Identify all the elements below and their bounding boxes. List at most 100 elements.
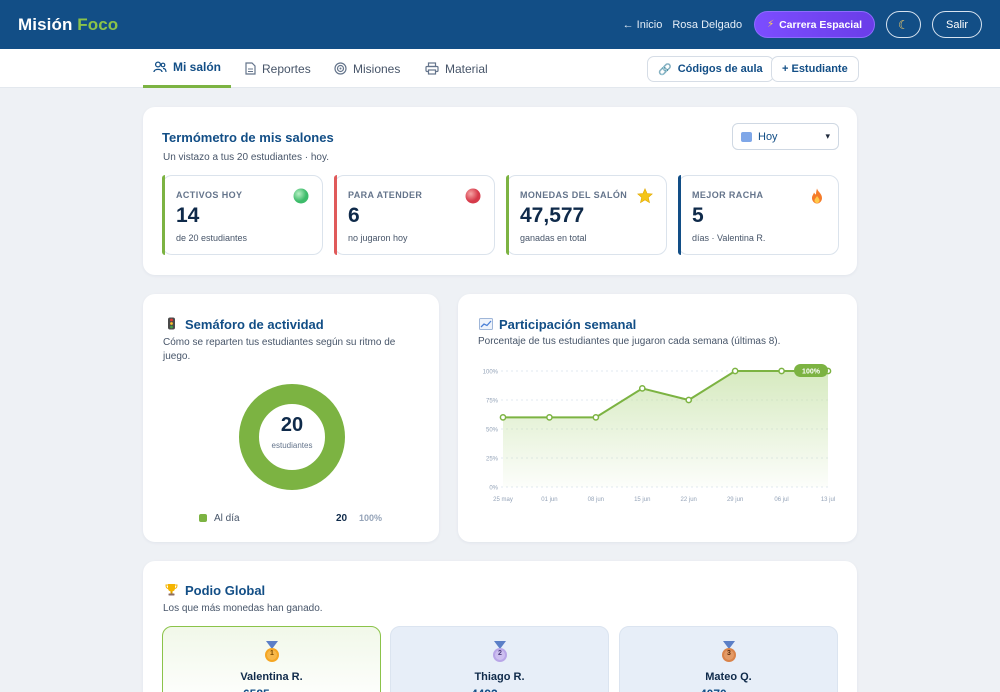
traffic-light-icon: [168, 317, 175, 330]
semaphore-title: Semáforo de actividad: [185, 317, 324, 332]
donut-total: 20: [280, 414, 304, 436]
stat-value: 14: [176, 204, 200, 227]
stat-note: no jugaron hoy: [348, 233, 408, 243]
tab-label: Material: [445, 61, 488, 76]
chart-increasing-icon: [479, 318, 493, 330]
data-point[interactable]: [731, 367, 739, 375]
y-tick-label: 100%: [483, 370, 499, 376]
y-tick-label: 0%: [489, 486, 498, 492]
x-tick-label: 13 jul: [821, 497, 835, 503]
period-select[interactable]: Hoy ▾: [732, 123, 839, 150]
data-point[interactable]: [778, 367, 785, 375]
y-tick-label: 50%: [486, 428, 499, 434]
brand-accent: Foco: [77, 14, 119, 34]
podium-title: Podio Global: [185, 583, 266, 598]
data-point[interactable]: [638, 385, 646, 392]
podium-third-place[interactable]: 3 Mateo Q. 4070: [619, 626, 838, 692]
x-tick-label: 25 may: [493, 497, 513, 503]
star-icon: [637, 188, 653, 204]
podium-card: Podio Global Los que más monedas han gan…: [143, 561, 857, 692]
tab-label: Reportes: [262, 61, 311, 76]
legend-swatch: [199, 514, 207, 522]
stat-accent-bar: [162, 175, 165, 255]
fire-icon: [812, 188, 822, 204]
target-icon: [334, 62, 347, 75]
podium-name: Valentina R.: [240, 671, 303, 683]
home-link[interactable]: ← Inicio: [622, 18, 663, 31]
medal-rank: 3: [727, 650, 731, 657]
donut-segment-al-dia[interactable]: [239, 384, 345, 490]
y-tick-label: 75%: [486, 399, 499, 405]
document-icon: [245, 62, 256, 75]
space-race-button[interactable]: ⚡ Carrera Espacial: [754, 11, 875, 38]
stat-label: MEJOR RACHA: [692, 190, 764, 200]
participation-subtitle: Porcentaje de tus estudiantes que jugaro…: [478, 336, 781, 347]
stat-to-attend: PARA ATENDER 6 no jugaron hoy: [334, 175, 495, 255]
tab-mi-salon[interactable]: Mi salón: [143, 49, 231, 88]
tab-material[interactable]: Material: [425, 49, 488, 88]
printer-icon: [425, 62, 439, 75]
class-codes-button[interactable]: 🔗 Códigos de aula: [647, 56, 774, 82]
data-point[interactable]: [685, 396, 693, 404]
medal-icon: [265, 641, 279, 662]
thermometer-subtitle: Un vistazo a tus 20 estudiantes · hoy.: [163, 152, 330, 163]
data-point[interactable]: [592, 414, 600, 421]
stat-note: ganadas en total: [520, 233, 587, 243]
podium-coins: 4492: [471, 687, 498, 692]
x-tick-label: 22 jun: [681, 497, 697, 503]
stat-accent-bar: [678, 175, 681, 255]
stat-best-streak: MEJOR RACHA 5 días · Valentina R.: [678, 175, 839, 255]
dark-mode-toggle[interactable]: ☾: [885, 11, 921, 38]
activity-donut: [239, 384, 345, 490]
x-tick-label: 15 jun: [634, 497, 650, 503]
medal-icon: [722, 641, 736, 662]
red-circle-icon: [465, 188, 481, 204]
moon-icon: ☾: [898, 17, 909, 32]
add-student-button[interactable]: + Estudiante: [771, 56, 859, 82]
stat-label: PARA ATENDER: [348, 190, 423, 200]
podium-coins: 4070: [700, 687, 727, 692]
tab-misiones[interactable]: Misiones: [334, 49, 400, 88]
donut-total-label: estudiantes: [271, 441, 313, 450]
podium-name: Thiago R.: [474, 671, 525, 683]
medal-rank: 1: [270, 650, 274, 657]
class-codes-label: Códigos de aula: [677, 63, 763, 75]
top-bar: Misión Foco ← Inicio Rosa Delgado ⚡ Carr…: [0, 0, 1000, 49]
legend-count: 20: [336, 513, 348, 524]
space-race-label: Carrera Espacial: [779, 18, 862, 31]
stat-note: de 20 estudiantes: [176, 233, 248, 243]
podium-second-place[interactable]: 2 Thiago R. 4492: [390, 626, 609, 692]
stat-label: MONEDAS DEL SALÓN: [520, 190, 628, 200]
stat-label: ACTIVOS HOY: [176, 190, 243, 200]
stat-class-coins: MONEDAS DEL SALÓN 47,577 ganadas en tota…: [506, 175, 667, 255]
podium-first-place[interactable]: 1 Valentina R. 6585: [162, 626, 381, 692]
participation-chart: 0% 25% 50% 75% 100% 25 may 01 jun 08 jun 15 jun 2…: [483, 364, 835, 503]
period-select-value: Hoy: [758, 130, 778, 143]
participation-card: Participación semanal Porcentaje de tus …: [458, 294, 857, 542]
data-point[interactable]: [546, 414, 553, 421]
green-circle-icon: [293, 188, 309, 204]
semaphore-subtitle: Cómo se reparten tus estudiantes según s…: [163, 337, 396, 362]
tabs-bar: Mi salón Reportes Misiones Material 🔗 Có…: [0, 49, 1000, 88]
podium-name: Mateo Q.: [705, 671, 752, 683]
series-line: [503, 370, 828, 419]
stat-value: 6: [348, 204, 360, 227]
semaphore-card: Semáforo de actividad Cómo se reparten t…: [143, 294, 439, 542]
area-fill: [503, 371, 828, 487]
thermometer-card: Termómetro de mis salones Un vistazo a t…: [143, 107, 857, 275]
x-tick-label: 08 jun: [588, 497, 604, 503]
tab-reportes[interactable]: Reportes: [245, 49, 311, 88]
data-point[interactable]: [499, 414, 507, 421]
x-tick-label: 29 jun: [727, 497, 743, 503]
link-icon: 🔗: [658, 63, 672, 76]
x-tick-label: 06 jul: [774, 497, 788, 503]
thermometer-title: Termómetro de mis salones: [162, 130, 334, 145]
stat-accent-bar: [506, 175, 509, 255]
chevron-down-icon: ▾: [825, 131, 830, 141]
lightning-icon: ⚡: [767, 19, 775, 30]
logout-button[interactable]: Salir: [931, 11, 982, 38]
brand-main: Misión: [18, 14, 73, 34]
medal-icon: [493, 641, 507, 662]
brand-logo[interactable]: Misión Foco: [18, 15, 118, 35]
tab-label: Mi salón: [172, 60, 221, 74]
